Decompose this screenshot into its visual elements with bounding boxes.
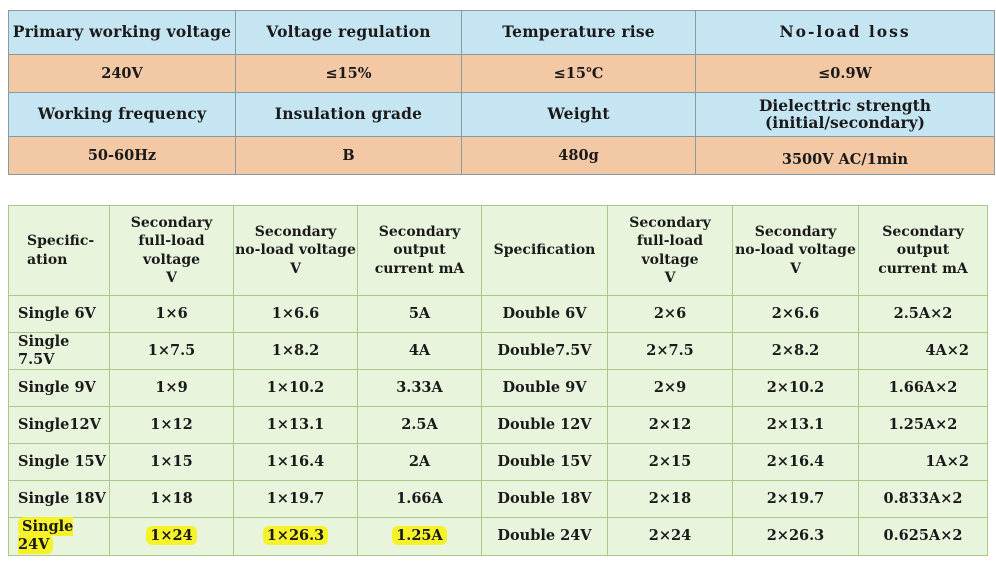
table-cell: 2×24 [607,517,733,556]
table-cell: 1.25A×2 [858,406,988,445]
spec-value-primary-voltage: 240V [8,54,236,93]
spec-header-row: Primary working voltage Voltage regulati… [8,10,995,55]
table-cell: 2×7.5 [607,331,733,371]
table-cell: 2×16.4 [732,443,859,482]
column-header: Secondary no-load voltage V [233,205,358,296]
table-row: Single 15V 1×15 1×16.4 2A Double 15V 2×1… [8,443,988,482]
specifications-table: Primary working voltage Voltage regulati… [8,10,995,175]
table-cell: Double 9V [481,369,608,408]
table-cell: Single 7.5V [8,331,110,371]
table-cell: 1×13.1 [233,406,358,445]
spec-header-weight: Weight [461,92,696,137]
column-header: Secondary no-load voltage V [732,205,859,296]
table-cell: 2×18 [607,480,733,519]
table-cell: 1×15 [109,443,234,482]
highlighted-text: Single 24V [18,517,74,555]
table-cell: 1A×2 [858,443,988,482]
table-cell: Double7.5V [481,331,608,371]
spec-header-dielectric-strength: Dielecttric strength (initial/secondary) [695,92,995,137]
spec-value-row: 240V ≤15% ≤15℃ ≤0.9W [8,54,995,93]
table-cell: 5A [357,295,482,333]
table-cell: 2.5A [357,406,482,445]
column-header: Secondary full-load voltage V [109,205,234,296]
table-row: Single 6V 1×6 1×6.6 5A Double 6V 2×6 2×6… [8,295,988,333]
table-cell: Double 6V [481,295,608,333]
column-header: Secondary output current mA [858,205,988,296]
table-cell: Single12V [8,406,110,445]
table-cell: 4A×2 [858,331,988,371]
spec-header-voltage-regulation: Voltage regulation [235,10,462,55]
table-cell: Single 9V [8,369,110,408]
table-row: Single 7.5V 1×7.5 1×8.2 4A Double7.5V 2×… [8,331,988,371]
output-table-header: Specific- ation Secondary full-load volt… [8,205,988,296]
table-cell: 3.33A [357,369,482,408]
spec-header-row: Working frequency Insulation grade Weigh… [8,92,995,137]
table-cell: 1.66A×2 [858,369,988,408]
spec-value-working-frequency: 50-60Hz [8,136,236,175]
table-cell: 1×6 [109,295,234,333]
output-specification-table: Specific- ation Secondary full-load volt… [8,205,988,556]
spec-header-working-frequency: Working frequency [8,92,236,137]
table-cell: 4A [357,331,482,371]
table-cell: 1×12 [109,406,234,445]
spec-value-dielectric-strength: 3500V AC/1min [695,136,995,175]
spec-value-row: 50-60Hz B 480g 3500V AC/1min [8,136,995,175]
table-cell: 2A [357,443,482,482]
table-cell: 2×19.7 [732,480,859,519]
table-cell: 2×6 [607,295,733,333]
table-cell: 2.5A×2 [858,295,988,333]
table-cell: Single 18V [8,480,110,519]
table-cell: Double 12V [481,406,608,445]
table-cell: 1×24 [109,517,234,556]
table-cell: Single 24V [8,517,110,556]
spec-header-temperature-rise: Temperature rise [461,10,696,55]
table-cell: 0.833A×2 [858,480,988,519]
table-cell: 2×6.6 [732,295,859,333]
table-cell: 1×19.7 [233,480,358,519]
spec-value-temperature-rise: ≤15℃ [461,54,696,93]
table-row: Single12V 1×12 1×13.1 2.5A Double 12V 2×… [8,406,988,445]
spec-value-weight: 480g [461,136,696,175]
column-header: Specific- ation [8,205,110,296]
table-cell: Double 15V [481,443,608,482]
table-cell: 2×13.1 [732,406,859,445]
column-header: Secondary full-load voltage V [607,205,733,296]
table-cell: 1×18 [109,480,234,519]
table-row: Single 9V 1×9 1×10.2 3.33A Double 9V 2×9… [8,369,988,408]
highlighted-text: 1×24 [146,526,197,546]
highlighted-text: 1×26.3 [262,526,329,546]
table-cell: 1.25A [357,517,482,556]
table-cell: 1×9 [109,369,234,408]
table-cell: 1×16.4 [233,443,358,482]
table-cell: 1.66A [357,480,482,519]
table-cell: 2×12 [607,406,733,445]
highlighted-text: 1.25A [392,526,447,546]
spec-value-voltage-regulation: ≤15% [235,54,462,93]
spec-value-no-load-loss: ≤0.9W [695,54,995,93]
table-cell: 2×15 [607,443,733,482]
table-cell: 2×10.2 [732,369,859,408]
column-header: Secondary output current mA [357,205,482,296]
table-row-highlighted: Single 24V 1×24 1×26.3 1.25A Double 24V … [8,517,988,556]
table-cell: 1×26.3 [233,517,358,556]
table-cell: 1×10.2 [233,369,358,408]
table-cell: 1×7.5 [109,331,234,371]
table-cell: Double 24V [481,517,608,556]
column-header: Specification [481,205,608,296]
table-cell: 2×8.2 [732,331,859,371]
spec-header-insulation-grade: Insulation grade [235,92,462,137]
table-cell: Single 15V [8,443,110,482]
spec-value-insulation-grade: B [235,136,462,175]
spec-header-no-load-loss: No-load loss [695,10,995,55]
table-cell: Single 6V [8,295,110,333]
table-cell: 1×6.6 [233,295,358,333]
spec-header-primary-voltage: Primary working voltage [8,10,236,55]
table-row: Single 18V 1×18 1×19.7 1.66A Double 18V … [8,480,988,519]
table-cell: Double 18V [481,480,608,519]
table-cell: 2×26.3 [732,517,859,556]
table-cell: 2×9 [607,369,733,408]
table-cell: 0.625A×2 [858,517,988,556]
table-cell: 1×8.2 [233,331,358,371]
